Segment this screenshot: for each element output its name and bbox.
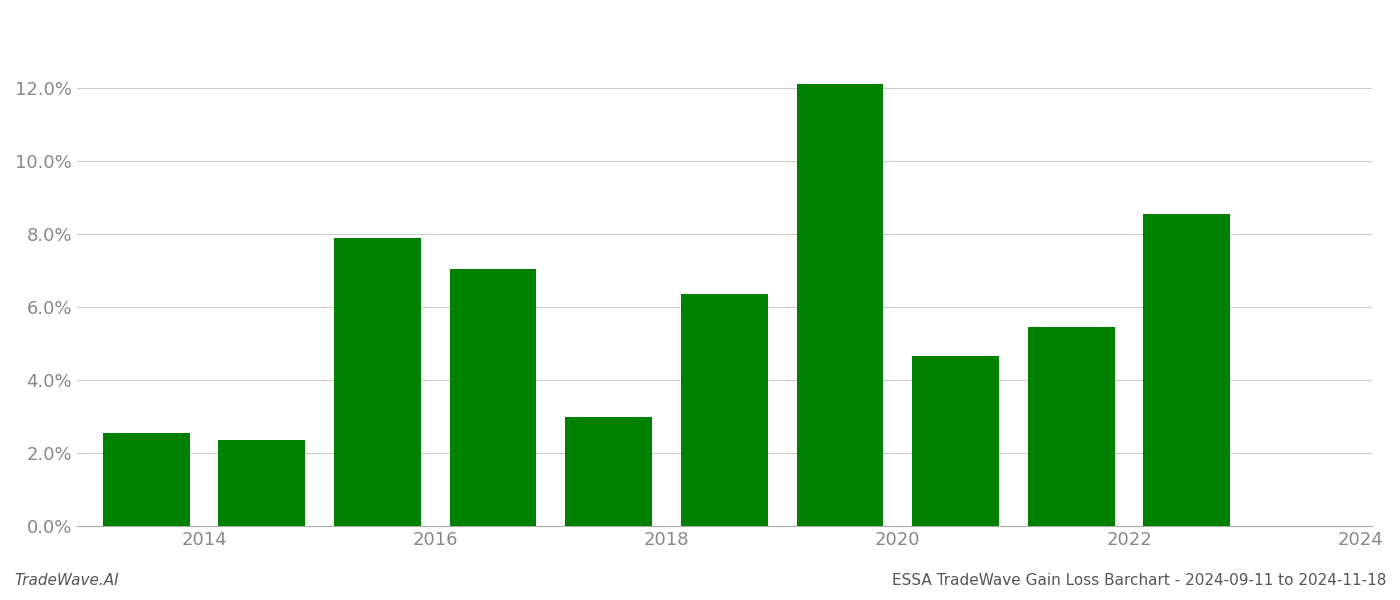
Bar	[566, 416, 652, 526]
Bar	[218, 440, 305, 526]
Bar	[335, 238, 421, 526]
Text: TradeWave.AI: TradeWave.AI	[14, 573, 119, 588]
Bar	[797, 85, 883, 526]
Text: ESSA TradeWave Gain Loss Barchart - 2024-09-11 to 2024-11-18: ESSA TradeWave Gain Loss Barchart - 2024…	[892, 573, 1386, 588]
Bar	[1144, 214, 1231, 526]
Bar	[449, 269, 536, 526]
Bar	[913, 356, 1000, 526]
Bar	[1028, 327, 1114, 526]
Bar	[680, 295, 767, 526]
Bar	[102, 433, 189, 526]
